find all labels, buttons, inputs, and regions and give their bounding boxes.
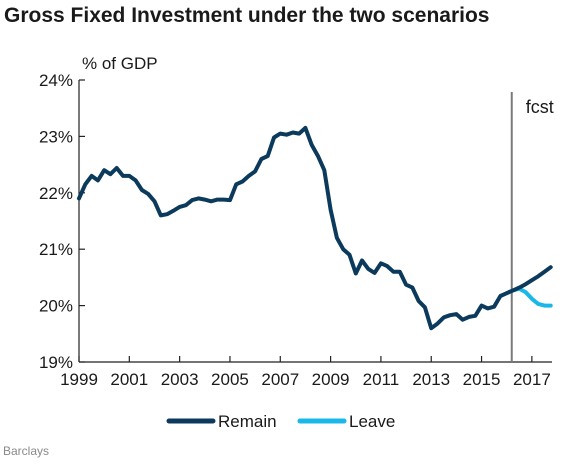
forecast-label: fcst: [526, 97, 554, 117]
x-tick-label: 2001: [110, 370, 148, 389]
x-tick-label: 1999: [60, 370, 98, 389]
y-axis-title: % of GDP: [82, 54, 158, 73]
y-tick-label: 24%: [39, 71, 73, 90]
legend-label-remain: Remain: [218, 412, 277, 431]
y-tick-label: 22%: [39, 184, 73, 203]
y-tick-label: 21%: [39, 240, 73, 259]
x-tick-label: 2011: [363, 370, 400, 389]
series: [77, 125, 553, 331]
chart-title: Gross Fixed Investment under the two sce…: [4, 4, 490, 27]
x-tick-label: 2003: [161, 370, 199, 389]
axes: 19% 20% 21% 22% 23% 24% 1999 2001 2003 2005 2007 20…: [39, 54, 552, 389]
source-label: Barclays: [3, 444, 50, 458]
x-tick-label: 2009: [312, 370, 350, 389]
forecast-marker: fcst: [510, 92, 554, 362]
y-tick-label: 23%: [39, 127, 73, 146]
y-tick-label: 19%: [39, 353, 73, 372]
x-tick-label: 2015: [463, 370, 501, 389]
legend: Remain Leave: [166, 412, 395, 431]
series-line-remain: [77, 125, 553, 331]
x-tick-label: 2013: [412, 370, 450, 389]
x-tick-label: 2007: [261, 370, 299, 389]
y-tick-label: 20%: [39, 297, 73, 316]
x-tick-label: 2005: [211, 370, 249, 389]
legend-label-leave: Leave: [349, 412, 395, 431]
x-tick-label: 2017: [513, 370, 551, 389]
